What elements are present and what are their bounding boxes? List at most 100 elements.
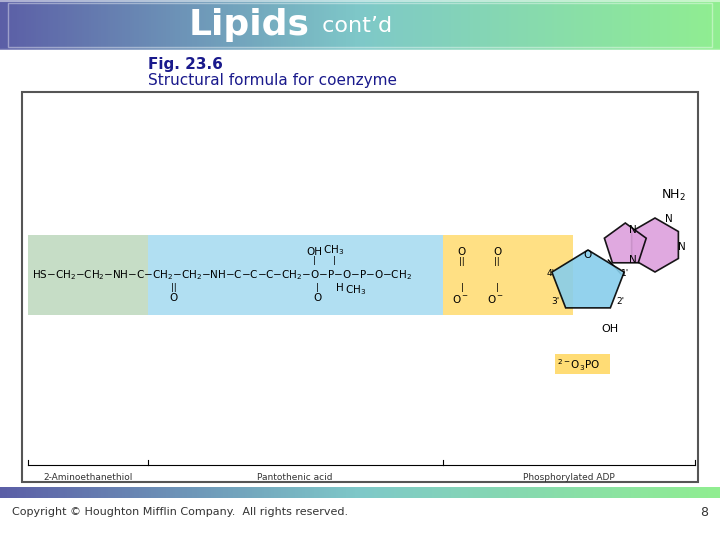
- Bar: [590, 487, 594, 494]
- Bar: [569, 0, 572, 50]
- Bar: [235, 487, 238, 494]
- Bar: [430, 0, 433, 50]
- Bar: [120, 0, 123, 50]
- Bar: [2, 492, 6, 498]
- Bar: [598, 0, 601, 50]
- Bar: [367, 0, 371, 50]
- Bar: [67, 0, 71, 50]
- Bar: [603, 492, 606, 498]
- Bar: [254, 492, 258, 498]
- Bar: [562, 0, 565, 50]
- Bar: [312, 487, 315, 494]
- Bar: [34, 0, 37, 50]
- Bar: [163, 0, 166, 50]
- Bar: [77, 492, 80, 498]
- Bar: [8, 3, 712, 47]
- Bar: [506, 492, 510, 498]
- Text: NH$_2$: NH$_2$: [660, 187, 685, 202]
- Bar: [106, 492, 109, 498]
- Bar: [65, 0, 68, 50]
- Text: |: |: [461, 283, 464, 292]
- Bar: [113, 492, 116, 498]
- Bar: [665, 0, 668, 50]
- Bar: [487, 0, 490, 50]
- Bar: [65, 487, 68, 494]
- Bar: [283, 487, 287, 494]
- Bar: [43, 492, 47, 498]
- Bar: [562, 492, 565, 498]
- Bar: [269, 487, 272, 494]
- Bar: [168, 0, 171, 50]
- Bar: [425, 0, 428, 50]
- Bar: [257, 487, 260, 494]
- Bar: [369, 487, 373, 494]
- Bar: [423, 492, 426, 498]
- Bar: [588, 492, 591, 498]
- Bar: [384, 487, 387, 494]
- Bar: [423, 0, 426, 50]
- Bar: [351, 0, 354, 50]
- Text: N: N: [665, 214, 673, 224]
- Bar: [135, 487, 138, 494]
- Bar: [194, 492, 198, 498]
- Bar: [480, 0, 483, 50]
- Bar: [209, 492, 212, 498]
- Bar: [279, 0, 282, 50]
- Bar: [396, 492, 400, 498]
- Bar: [173, 0, 176, 50]
- Bar: [120, 492, 123, 498]
- Bar: [603, 487, 606, 494]
- Bar: [182, 492, 186, 498]
- Bar: [518, 0, 522, 50]
- Bar: [521, 487, 524, 494]
- Bar: [387, 492, 390, 498]
- Bar: [682, 492, 685, 498]
- Bar: [655, 492, 659, 498]
- Bar: [310, 487, 313, 494]
- Bar: [437, 487, 440, 494]
- Bar: [696, 492, 699, 498]
- Bar: [132, 0, 135, 50]
- Text: 1': 1': [621, 269, 629, 279]
- Bar: [715, 487, 719, 494]
- Bar: [691, 487, 695, 494]
- Bar: [391, 0, 395, 50]
- Bar: [279, 492, 282, 498]
- Text: O$^-$: O$^-$: [487, 293, 503, 305]
- Bar: [672, 492, 675, 498]
- Bar: [713, 487, 716, 494]
- Bar: [441, 0, 445, 50]
- Bar: [576, 0, 580, 50]
- Bar: [204, 487, 207, 494]
- Bar: [108, 487, 112, 494]
- Bar: [607, 0, 611, 50]
- Bar: [576, 492, 580, 498]
- Bar: [43, 0, 47, 50]
- Bar: [187, 487, 191, 494]
- Bar: [235, 492, 238, 498]
- Bar: [490, 0, 493, 50]
- Bar: [362, 487, 366, 494]
- Bar: [156, 492, 159, 498]
- Bar: [657, 492, 661, 498]
- Bar: [571, 487, 575, 494]
- Bar: [459, 0, 462, 50]
- Bar: [372, 0, 375, 50]
- Bar: [569, 487, 572, 494]
- Bar: [96, 0, 99, 50]
- Bar: [410, 487, 414, 494]
- Bar: [679, 492, 683, 498]
- Text: CH$_3$: CH$_3$: [323, 243, 345, 257]
- Bar: [511, 0, 515, 50]
- Bar: [394, 487, 397, 494]
- Bar: [252, 0, 256, 50]
- Bar: [523, 0, 526, 50]
- Bar: [293, 492, 296, 498]
- Bar: [341, 492, 344, 498]
- Bar: [509, 0, 512, 50]
- Bar: [266, 492, 270, 498]
- Bar: [7, 487, 11, 494]
- Bar: [509, 492, 512, 498]
- Bar: [610, 0, 613, 50]
- Bar: [250, 0, 253, 50]
